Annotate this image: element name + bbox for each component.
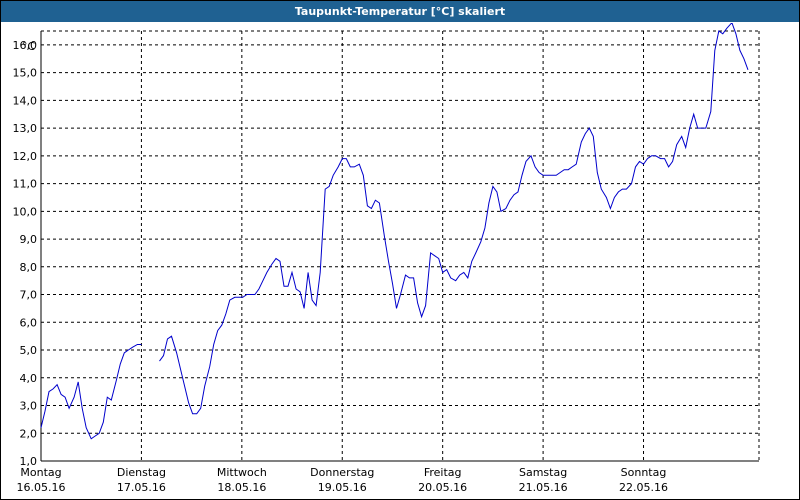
tick-labels: 1,0 2,0 3,0 4,0 5,0 6,0 7,0 8,0 9,0 10,0 11,0 12,0 1… <box>13 39 669 494</box>
y-tick-label: 4,0 <box>20 372 38 385</box>
y-tick-label: 7,0 <box>20 289 38 302</box>
x-tick-date: 22.05.16 <box>619 481 668 494</box>
x-tick-day: Donnerstag <box>310 466 374 479</box>
y-tick-label: 5,0 <box>20 344 38 357</box>
y-tick-label: 3,0 <box>20 400 38 413</box>
x-tick-date: 16.05.16 <box>17 481 66 494</box>
y-tick-label: 8,0 <box>20 261 38 274</box>
x-tick-day: Freitag <box>424 466 462 479</box>
line-chart: 1,0 2,0 3,0 4,0 5,0 6,0 7,0 8,0 9,0 10,0 11,0 12,0 1… <box>13 23 760 494</box>
y-tick-label: 16,0 <box>13 39 38 52</box>
series <box>40 23 749 440</box>
y-tick-label: 12,0 <box>13 150 38 163</box>
y-tick-label: 11,0 <box>13 178 38 191</box>
x-tick-day: Dienstag <box>117 466 166 479</box>
y-tick-label: 1,0 <box>20 455 38 468</box>
x-tick-date: 20.05.16 <box>418 481 467 494</box>
x-tick-date: 19.05.16 <box>318 481 367 494</box>
x-tick-day: Sonntag <box>621 466 667 479</box>
y-tick-label: 6,0 <box>20 316 38 329</box>
axes <box>40 31 759 462</box>
x-tick-day: Mittwoch <box>217 466 267 479</box>
y-tick-label: 2,0 <box>20 427 38 440</box>
y-tick-label: 9,0 <box>20 233 38 246</box>
x-tick-date: 21.05.16 <box>519 481 568 494</box>
y-tick-label: 10,0 <box>13 205 38 218</box>
grid <box>40 30 760 462</box>
y-tick-label: 13,0 <box>13 122 38 135</box>
y-tick-label: 15,0 <box>13 67 38 80</box>
x-tick-day: Samstag <box>519 466 567 479</box>
series-line <box>159 23 749 415</box>
x-tick-day: Montag <box>20 466 61 479</box>
y-unit-label: °C <box>22 40 36 53</box>
chart-title: Taupunkt-Temperatur [°C] skaliert <box>1 1 799 22</box>
x-tick-date: 17.05.16 <box>117 481 166 494</box>
series-line <box>40 344 142 440</box>
y-tick-label: 14,0 <box>13 94 38 107</box>
x-tick-date: 18.05.16 <box>217 481 266 494</box>
